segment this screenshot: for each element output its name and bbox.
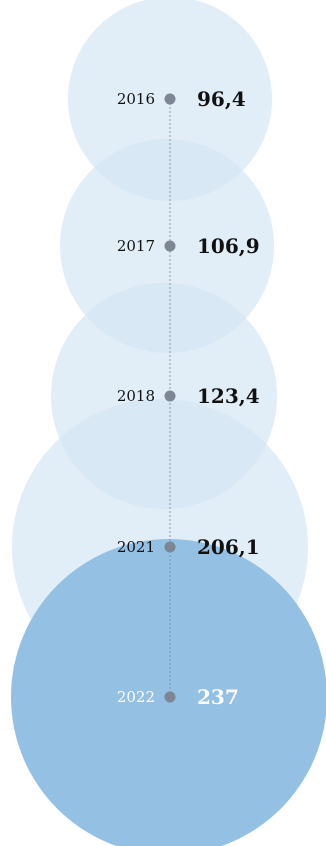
year-label: 2021	[117, 538, 155, 556]
labels-layer: 2016 96,4 2017 106,9 2018 123,4 2021 206,1 2022 2…	[117, 87, 260, 709]
data-point-dot	[164, 390, 176, 402]
year-label: 2022	[117, 688, 155, 706]
data-point-dot	[164, 691, 176, 703]
value-label: 206,1	[197, 535, 260, 559]
data-point-dot	[164, 541, 176, 553]
value-label: 237	[197, 685, 239, 709]
value-label: 106,9	[197, 234, 260, 258]
data-point-dot	[164, 240, 176, 252]
value-label: 96,4	[197, 87, 246, 111]
data-point-dot	[164, 93, 176, 105]
year-label: 2018	[117, 387, 155, 405]
bubbles-layer	[11, 0, 326, 846]
year-label: 2017	[117, 237, 155, 255]
value-label: 123,4	[197, 384, 260, 408]
year-label: 2016	[117, 90, 155, 108]
